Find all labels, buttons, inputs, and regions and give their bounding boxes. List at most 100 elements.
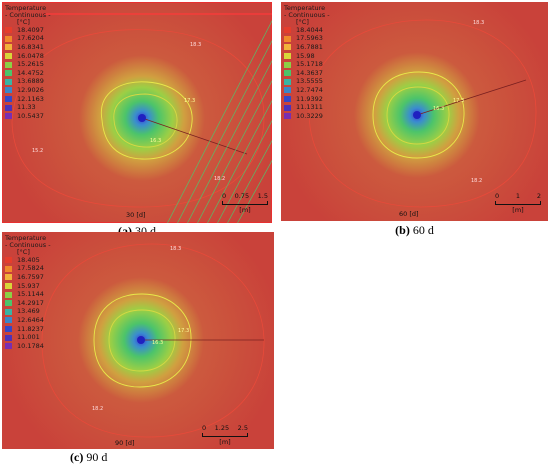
panel-a: 18.3 17.3 16.3 15.2 18.2 Temperature - C…	[2, 2, 272, 223]
contour-label: 15.2	[32, 148, 43, 154]
scale-tick: 2.5	[237, 424, 248, 432]
scale-tick: 1.25	[214, 424, 230, 432]
legend-value: 17.5824	[17, 264, 44, 273]
legend-entry: 11.001	[5, 333, 51, 342]
contour-label: 18.2	[92, 406, 103, 412]
legend-entry: 10.5437	[5, 112, 51, 121]
legend-title: Temperature	[284, 4, 326, 12]
legend-value: 16.8341	[17, 42, 44, 51]
legend-swatch	[284, 27, 291, 34]
legend-swatch	[5, 61, 12, 68]
legend-value: 11.1311	[296, 103, 323, 112]
temperature-field-a: 18.3 17.3 16.3 15.2 18.2	[2, 2, 272, 223]
legend-value: 11.33	[17, 103, 36, 112]
legend-swatch	[5, 326, 12, 333]
legend-swatch	[5, 283, 12, 290]
legend-value: 12.1163	[17, 94, 44, 103]
contour-label: 16.3	[150, 138, 161, 144]
legend-value: 11.9392	[296, 94, 323, 103]
legend-entry: 13.469	[5, 308, 51, 317]
legend-swatch	[5, 343, 12, 350]
contour-label: 18.3	[473, 20, 484, 26]
legend-entry: 11.33	[5, 103, 51, 112]
legend-swatch	[284, 70, 291, 77]
legend-value: 17.6204	[17, 34, 44, 43]
legend-entry: 14.4752	[5, 69, 51, 78]
legend-entry: 12.6464	[5, 316, 51, 325]
caption-c: (c) 90 d	[70, 450, 108, 464]
legend-entry: 17.6204	[5, 35, 51, 44]
legend-entry: 10.3229	[284, 112, 330, 121]
contour-label: 17.3	[453, 98, 464, 104]
legend-swatch	[5, 78, 12, 85]
legend-entry: 11.1311	[284, 103, 330, 112]
legend-entry: 17.5963	[284, 35, 330, 44]
legend-entry: 16.0478	[5, 52, 51, 61]
legend-swatch	[284, 61, 291, 68]
contour-label: 17.3	[184, 98, 195, 104]
temperature-field-b: 18.3 17.3 16.3 18.2	[281, 2, 548, 221]
legend-swatch	[5, 44, 12, 51]
legend-swatch	[5, 53, 12, 60]
legend-entry: 12.7474	[284, 86, 330, 95]
legend-unit: [°C]	[17, 248, 30, 256]
scale-unit: [m]	[512, 206, 524, 214]
legend-swatch	[5, 334, 12, 341]
legend-b: Temperature - Continuous - [°C] 18.4044 1…	[284, 5, 330, 121]
legend-entry: 18.405	[5, 256, 51, 265]
legend-entry: 15.1144	[5, 290, 51, 299]
legend-entry: 15.2615	[5, 60, 51, 69]
legend-value: 15.1144	[17, 290, 44, 299]
scale-tick: 0.75	[234, 192, 250, 200]
legend-swatch	[5, 291, 12, 298]
legend-swatch	[5, 308, 12, 315]
legend-value: 18.4097	[17, 25, 44, 34]
legend-subtitle: - Continuous -	[5, 11, 51, 19]
legend-swatch	[284, 35, 291, 42]
legend-swatch	[284, 44, 291, 51]
caption-b: (b) 60 d	[395, 223, 434, 237]
legend-unit: [°C]	[296, 18, 309, 26]
time-label-b: 60 [d]	[399, 210, 419, 218]
legend-value: 13.469	[17, 307, 40, 316]
legend-entry: 13.6889	[5, 78, 51, 87]
legend-value: 16.7597	[17, 272, 44, 281]
legend-value: 13.6889	[17, 77, 44, 86]
temperature-field-c: 18.3 17.3 16.3 18.2	[2, 232, 274, 449]
legend-value: 11.001	[17, 333, 40, 342]
time-label-c: 90 [d]	[115, 439, 135, 447]
legend-value: 13.5555	[296, 77, 323, 86]
contour-label: 16.3	[433, 106, 444, 112]
legend-swatch	[5, 317, 12, 324]
legend-title: Temperature	[5, 234, 47, 242]
legend-swatch	[284, 104, 291, 111]
panel-b: 18.3 17.3 16.3 18.2 Temperature - Contin…	[281, 2, 548, 221]
legend-swatch	[5, 113, 12, 120]
contour-label: 18.2	[471, 178, 482, 184]
legend-entry: 11.8237	[5, 325, 51, 334]
contour-label: 17.3	[178, 328, 189, 334]
legend-swatch	[5, 104, 12, 111]
legend-swatch	[5, 70, 12, 77]
legend-a: Temperature - Continuous - [°C] 18.4097 1…	[5, 5, 51, 121]
legend-value: 14.3637	[296, 68, 323, 77]
scale-bar-a: 0 0.75 1.5 [m]	[222, 192, 268, 214]
legend-value: 15.98	[296, 51, 315, 60]
legend-value: 12.7474	[296, 85, 323, 94]
legend-value: 10.3229	[296, 111, 323, 120]
legend-swatch	[284, 53, 291, 60]
legend-value: 16.7881	[296, 42, 323, 51]
legend-unit: [°C]	[17, 18, 30, 26]
scale-bar-b: 0 1 2 [m]	[495, 192, 541, 214]
scale-tick: 0	[222, 192, 227, 200]
legend-entry: 13.5555	[284, 78, 330, 87]
legend-entry: 15.1718	[284, 60, 330, 69]
legend-entry: 14.3637	[284, 69, 330, 78]
legend-entry: 15.937	[5, 282, 51, 291]
scale-tick: 2	[536, 192, 541, 200]
legend-value: 10.1784	[17, 341, 44, 350]
legend-value: 12.6464	[17, 315, 44, 324]
legend-value: 16.0478	[17, 51, 44, 60]
legend-swatch	[5, 96, 12, 103]
contour-label: 18.3	[170, 246, 181, 252]
